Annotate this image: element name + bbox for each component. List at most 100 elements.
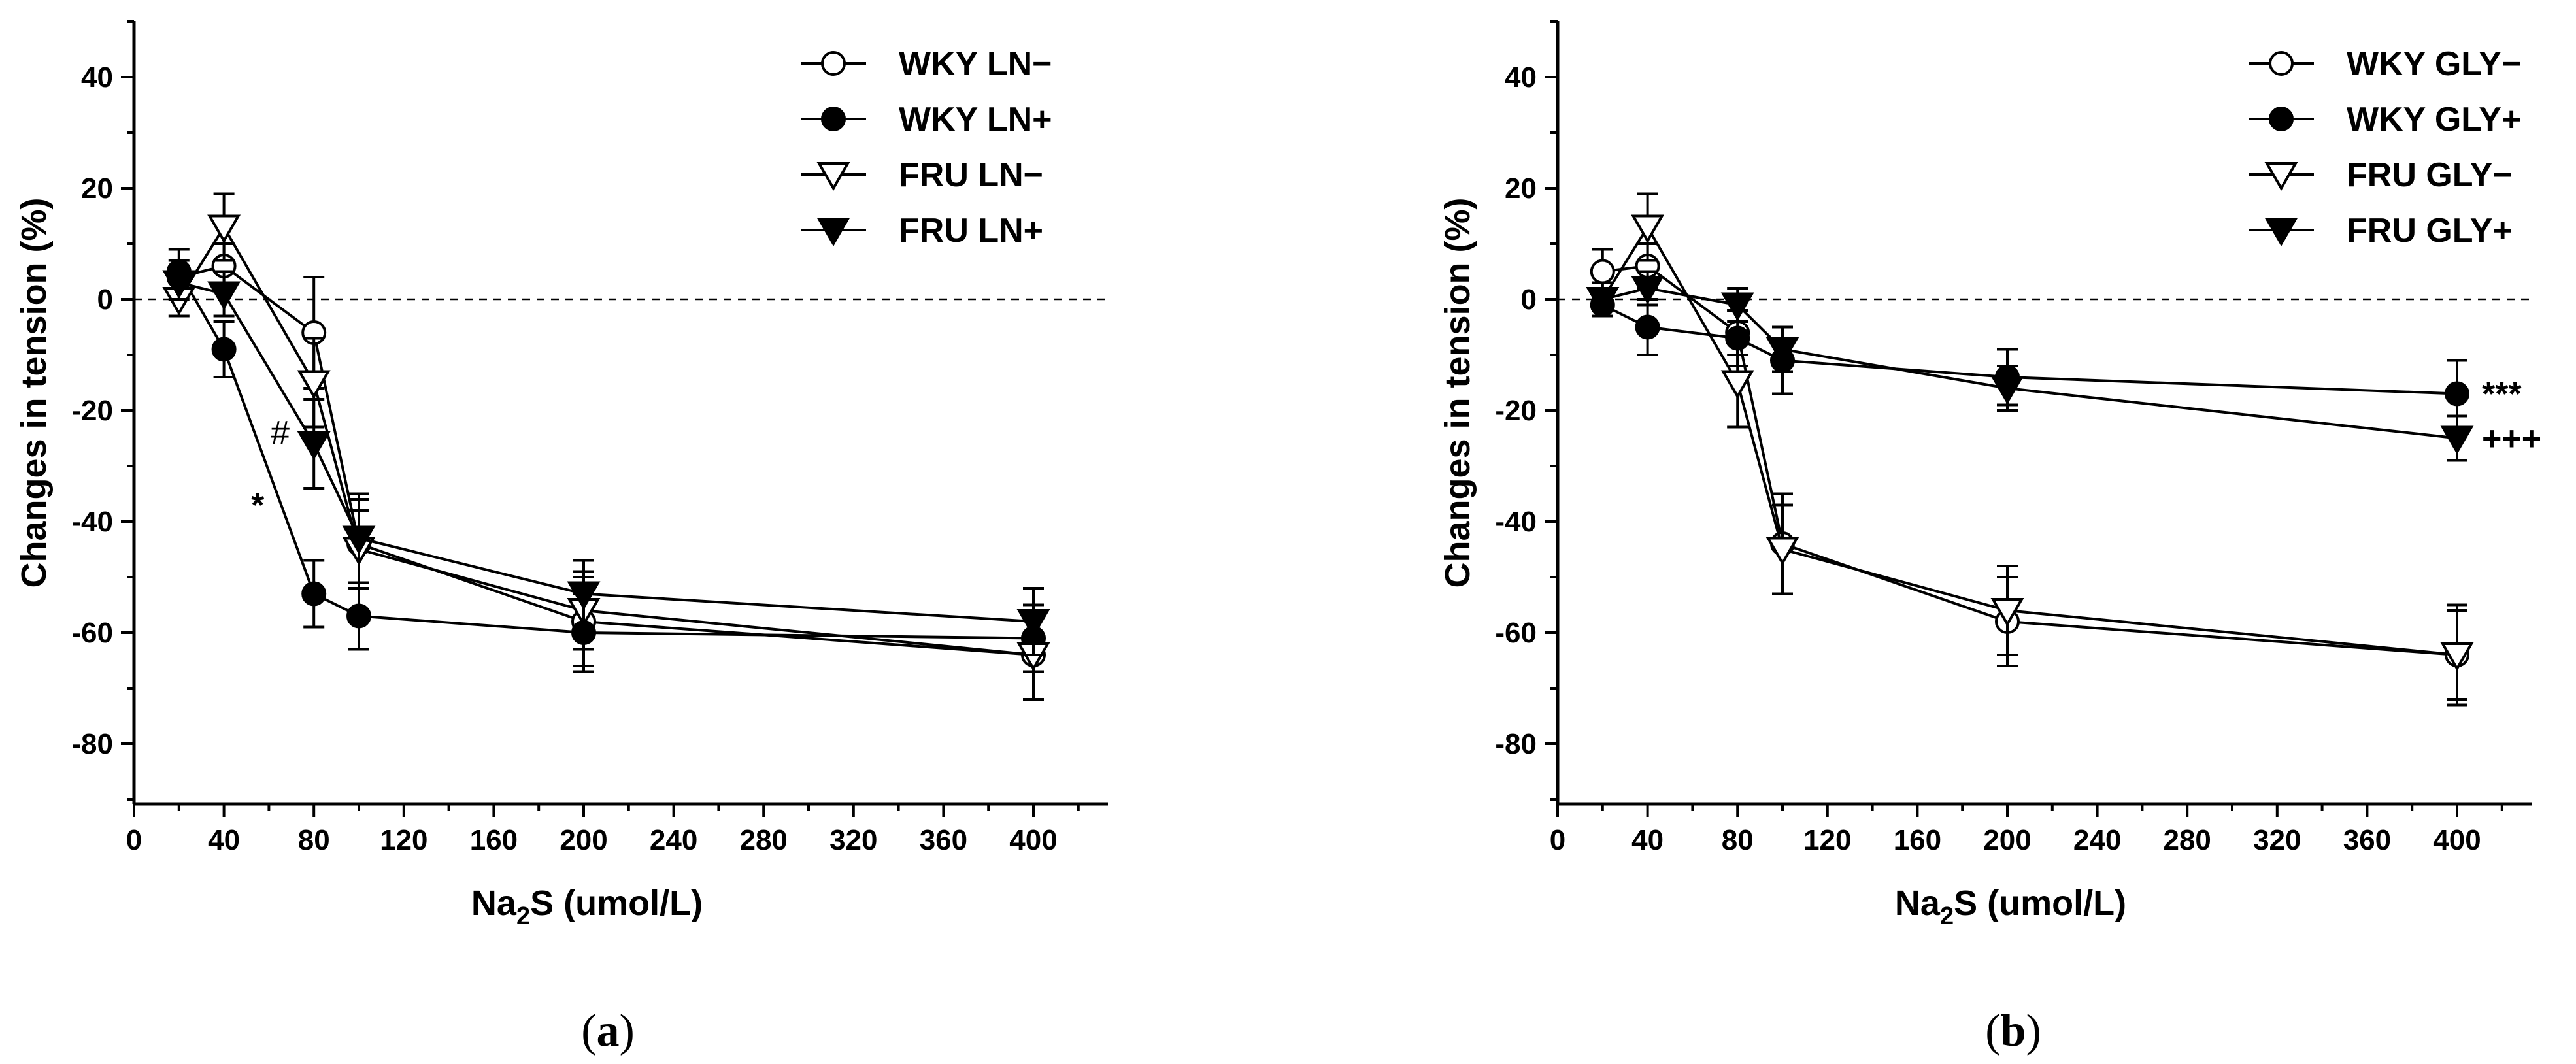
x-axis-title: Na2S (umol/L)	[471, 884, 703, 930]
y-tick-label: -60	[71, 617, 113, 649]
legend-label: WKY GLY−	[2347, 45, 2521, 83]
legend-marker	[816, 218, 850, 246]
legend-marker	[2269, 107, 2294, 131]
series-line	[178, 271, 1034, 640]
legend-label: WKY LN+	[899, 101, 1052, 139]
data-point	[297, 431, 331, 460]
data-point	[567, 581, 601, 610]
data-point	[342, 525, 376, 555]
legend-label: FRU GLY−	[2347, 156, 2513, 194]
y-tick-label: 0	[97, 284, 113, 316]
legend-marker	[2264, 162, 2298, 191]
y-tick-label: -60	[1495, 617, 1537, 649]
data-point	[1720, 370, 1754, 399]
x-tick-label: 160	[470, 824, 518, 856]
legend-entry: WKY GLY−	[2249, 45, 2521, 83]
legend-marker	[816, 162, 850, 191]
legend-entry: WKY LN+	[801, 101, 1052, 139]
data-point	[1590, 259, 1615, 284]
x-tick-label: 80	[1722, 824, 1754, 856]
y-tick-label: -80	[71, 728, 113, 760]
x-tick-label: 320	[829, 824, 877, 856]
x-tick-label: 400	[2433, 824, 2481, 856]
y-axis-title: Changes in tension (%)	[1438, 197, 1477, 588]
series-group	[1590, 242, 2469, 707]
significance-marker: +++	[2482, 420, 2541, 458]
legend-marker	[2264, 218, 2298, 246]
x-axis-title: Na2S (umol/L)	[1895, 884, 2126, 930]
x-tick-label: 400	[1009, 824, 1057, 856]
data-point	[346, 603, 371, 629]
legend-entry: FRU GLY+	[2249, 212, 2513, 250]
x-tick-label: 40	[208, 824, 240, 856]
x-tick-label: 200	[1983, 824, 2031, 856]
series-line	[1601, 224, 2458, 656]
x-tick-label: 200	[560, 824, 607, 856]
x-tick-label: 240	[650, 824, 697, 856]
x-tick-label: 80	[298, 824, 330, 856]
legend-entry: FRU GLY−	[2249, 156, 2513, 194]
data-point	[1990, 376, 2024, 405]
x-tick-label: 0	[126, 824, 142, 856]
data-point	[1586, 287, 1620, 316]
data-point	[207, 281, 241, 310]
legend-marker	[2269, 51, 2294, 76]
x-tick-label: 0	[1550, 824, 1565, 856]
data-point	[1631, 276, 1665, 305]
legend-entry: WKY GLY+	[2249, 101, 2521, 139]
data-point	[207, 214, 241, 244]
x-tick-label: 120	[380, 824, 427, 856]
data-point	[2440, 425, 2474, 455]
data-point	[1720, 292, 1754, 322]
data-point	[1765, 337, 1799, 366]
x-tick-label: 320	[2253, 824, 2301, 856]
data-point	[2440, 642, 2474, 671]
y-tick-label: 0	[1521, 284, 1537, 316]
y-tick-label: 40	[81, 61, 113, 93]
legend-label: FRU GLY+	[2347, 212, 2513, 250]
y-tick-label: -80	[1495, 728, 1537, 760]
data-point	[211, 337, 237, 362]
y-tick-label: 40	[1505, 61, 1537, 93]
series-group	[166, 242, 1046, 701]
legend-entry: FRU LN−	[801, 156, 1043, 194]
y-tick-label: -40	[71, 506, 113, 538]
y-tick-label: -20	[71, 395, 113, 427]
data-point	[1990, 598, 2024, 627]
legend-entry: WKY LN−	[801, 45, 1052, 83]
panel-label: (a)	[581, 1006, 635, 1056]
x-tick-label: 280	[2163, 824, 2211, 856]
y-axis-title: Changes in tension (%)	[14, 197, 54, 588]
series-group	[166, 248, 1046, 673]
series-group	[1586, 270, 2474, 462]
x-tick-label: 360	[920, 824, 967, 856]
data-point	[1635, 314, 1660, 340]
y-tick-label: -40	[1495, 506, 1537, 538]
significance-marker: ***	[2482, 376, 2522, 414]
legend-marker	[821, 107, 846, 131]
y-tick-label: 20	[81, 173, 113, 205]
x-tick-label: 120	[1803, 824, 1851, 856]
panel-label: (b)	[1985, 1006, 2041, 1056]
x-tick-label: 40	[1631, 824, 1664, 856]
series-line	[178, 224, 1034, 656]
significance-marker: #	[271, 414, 290, 452]
data-point	[162, 270, 196, 299]
significance-marker: *	[251, 487, 265, 525]
legend-label: WKY GLY+	[2347, 101, 2521, 139]
series-group	[1590, 292, 2469, 429]
x-tick-label: 280	[739, 824, 787, 856]
x-tick-label: 160	[1894, 824, 1941, 856]
series-group	[162, 265, 1050, 656]
data-point	[297, 370, 331, 399]
x-tick-label: 240	[2073, 824, 2121, 856]
y-tick-label: 20	[1505, 173, 1537, 205]
data-point	[301, 581, 327, 607]
x-tick-label: 360	[2343, 824, 2391, 856]
legend-label: WKY LN−	[899, 45, 1052, 83]
legend-marker	[821, 51, 846, 76]
legend-entry: FRU LN+	[801, 212, 1043, 250]
